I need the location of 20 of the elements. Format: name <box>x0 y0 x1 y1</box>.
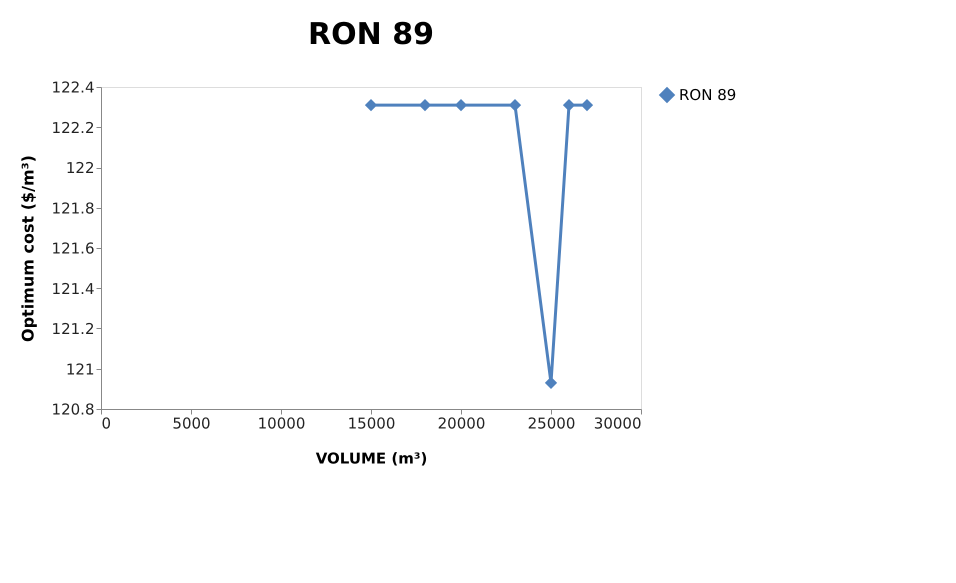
y-tick-label: 121 <box>66 360 94 378</box>
y-tick-label: 120.8 <box>52 400 94 418</box>
x-tick-label: 20000 <box>438 414 486 432</box>
y-tick-label: 121.6 <box>52 240 94 258</box>
legend-label: RON 89 <box>679 86 736 104</box>
chart-title: RON 89 <box>308 17 434 52</box>
y-tick-label: 121.4 <box>52 280 94 298</box>
x-tick-label: 0 <box>102 414 112 432</box>
x-tick-label: 30000 <box>594 414 642 432</box>
y-tick-label: 122.2 <box>52 118 94 137</box>
y-axis-title: Optimum cost ($/m³) <box>18 155 38 342</box>
x-tick-label: 15000 <box>348 414 396 432</box>
x-tick-label: 5000 <box>172 414 211 432</box>
y-tick-label: 122 <box>66 159 94 177</box>
x-tick-label: 25000 <box>528 414 576 432</box>
x-tick-label: 10000 <box>258 414 306 432</box>
y-tick-label: 121.2 <box>52 320 94 338</box>
y-tick-label: 121.8 <box>52 199 94 218</box>
y-tick-label: 122.4 <box>52 78 94 96</box>
x-axis-title: VOLUME (m³) <box>316 450 428 468</box>
